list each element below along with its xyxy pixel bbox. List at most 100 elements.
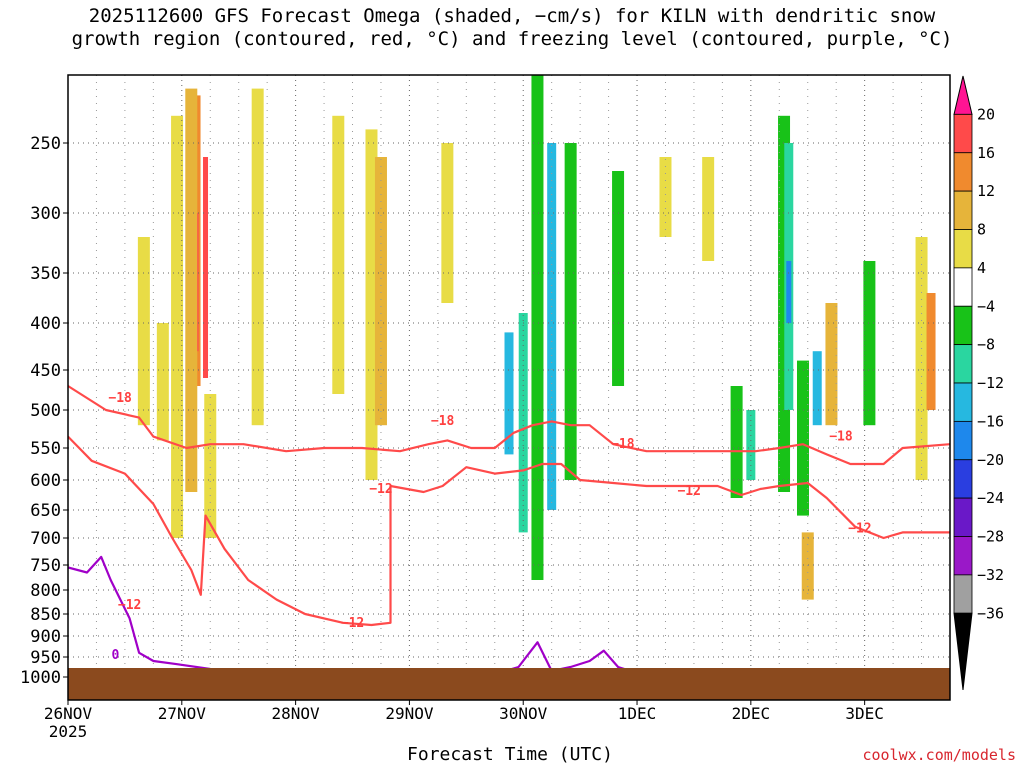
y-tick-500: 500 <box>30 401 61 421</box>
x-tick-26NOV: 26NOV <box>44 704 93 723</box>
omega-region-31 <box>659 157 672 237</box>
y-tick-650: 650 <box>30 501 61 521</box>
omega-region-28 <box>863 261 876 426</box>
contour-label-6: −12 <box>341 616 364 631</box>
x-tick-3DEC: 3DEC <box>845 704 884 723</box>
omega-region-4 <box>171 115 184 539</box>
omega-region-27 <box>825 303 838 426</box>
colorbar-label-6: −8 <box>977 336 995 354</box>
colorbar-swatch-4 <box>953 229 973 269</box>
y-tick-250: 250 <box>30 134 61 154</box>
x-tick-29NOV: 29NOV <box>385 704 434 723</box>
contour-label-0: −18 <box>108 391 132 406</box>
omega-region-11 <box>374 157 387 426</box>
x-tick-28NOV: 28NOV <box>272 704 321 723</box>
colorbar-swatch-6 <box>953 305 973 346</box>
omega-shading-layer <box>137 75 936 600</box>
colorbar-swatch-1 <box>953 113 973 154</box>
omega-region-17 <box>564 143 577 480</box>
y-tick-900: 900 <box>30 627 61 647</box>
y-tick-400: 400 <box>30 314 61 334</box>
x-tick-30NOV: 30NOV <box>499 704 548 723</box>
colorbar-swatch-13 <box>953 574 973 614</box>
omega-region-25 <box>812 351 822 426</box>
omega-region-13 <box>518 313 528 533</box>
colorbar-label-12: −32 <box>977 566 1004 584</box>
colorbar-bottom-arrow <box>953 612 973 691</box>
colorbar-swatch-12 <box>953 536 973 576</box>
colorbar-swatch-9 <box>953 420 973 461</box>
contour-freezing-level <box>68 555 661 679</box>
colorbar: 20 16 12 8 4 −4 −8 −12 −16 −20 −24 −28 −32 −36 <box>953 75 1004 691</box>
omega-region-6 <box>156 323 169 441</box>
credit-link[interactable]: coolwx.com/models <box>862 746 1016 764</box>
colorbar-label-2: 12 <box>977 182 995 200</box>
y-tick-700: 700 <box>30 529 61 549</box>
y-tick-800: 800 <box>30 581 61 601</box>
colorbar-label-13: −36 <box>977 604 1004 622</box>
x-tick-1DEC: 1DEC <box>618 704 657 723</box>
x-axis-title: Forecast Time (UTC) <box>407 744 613 765</box>
contour-label-4: −12 <box>118 598 141 613</box>
omega-region-29 <box>915 237 928 480</box>
colorbar-label-4: 4 <box>977 259 986 277</box>
omega-region-18 <box>612 171 625 386</box>
y-tick-750: 750 <box>30 556 61 576</box>
omega-region-15 <box>547 143 557 510</box>
y-tick-600: 600 <box>30 471 61 491</box>
ground-below-surface <box>68 668 950 700</box>
omega-region-5 <box>204 394 217 538</box>
x-tick-2DEC: 2DEC <box>732 704 771 723</box>
omega-region-32 <box>702 157 715 261</box>
omega-region-12 <box>441 143 454 303</box>
y-tick-550: 550 <box>30 439 61 459</box>
omega-region-7 <box>137 237 150 426</box>
contour-label-3: −18 <box>829 429 853 444</box>
colorbar-swatch-7 <box>953 344 973 384</box>
contour-label-5: −12 <box>369 482 392 497</box>
chart-title-line-2: growth region (contoured, red, °C) and f… <box>71 28 953 50</box>
contour-label-8: −12 <box>848 521 871 536</box>
omega-region-8 <box>251 88 264 426</box>
chart-title-line-1: 2025112600 GFS Forecast Omega (shaded, −… <box>88 5 936 27</box>
y-tick-950: 950 <box>30 648 61 668</box>
colorbar-top-arrow <box>953 75 973 115</box>
contour-label-9: 0 <box>112 648 120 663</box>
x-tick-year: 2025 <box>49 722 88 741</box>
colorbar-label-7: −12 <box>977 374 1004 392</box>
colorbar-label-8: −16 <box>977 412 1004 430</box>
contour-minus18 <box>68 385 950 466</box>
x-tick-27NOV: 27NOV <box>158 704 207 723</box>
colorbar-label-0: 20 <box>977 105 995 123</box>
contour-label-1: −18 <box>431 414 455 429</box>
colorbar-label-5: −4 <box>977 297 995 315</box>
contour-label-7: −12 <box>677 484 700 499</box>
colorbar-swatch-3 <box>953 190 973 230</box>
omega-region-3 <box>185 88 198 492</box>
colorbar-swatch-10 <box>953 459 973 499</box>
y-tick-300: 300 <box>30 204 61 224</box>
omega-region-23 <box>786 261 792 323</box>
plot-frame <box>67 74 951 701</box>
colorbar-swatch-11 <box>953 497 973 537</box>
colorbar-swatch-2 <box>953 152 973 192</box>
colorbar-label-9: −20 <box>977 451 1004 469</box>
y-tick-850: 850 <box>30 605 61 625</box>
omega-region-9 <box>332 115 345 395</box>
omega-region-19 <box>730 386 743 498</box>
y-tick-350: 350 <box>30 264 61 284</box>
colorbar-label-1: 16 <box>977 144 995 162</box>
omega-region-2 <box>203 157 209 378</box>
colorbar-label-11: −28 <box>977 528 1004 546</box>
y-tick-450: 450 <box>30 361 61 381</box>
omega-region-30 <box>926 293 936 410</box>
omega-region-10 <box>365 129 378 480</box>
axis-labels-layer: 2503003504004505005506006507007508008509… <box>20 134 884 741</box>
y-tick-1000: 1000 <box>20 668 61 688</box>
contour-minus12 <box>68 435 950 627</box>
colorbar-swatch-5 <box>953 267 973 307</box>
contour-label-2: −18 <box>611 437 635 452</box>
colorbar-label-10: −24 <box>977 489 1004 507</box>
colorbar-swatch-8 <box>953 382 973 422</box>
